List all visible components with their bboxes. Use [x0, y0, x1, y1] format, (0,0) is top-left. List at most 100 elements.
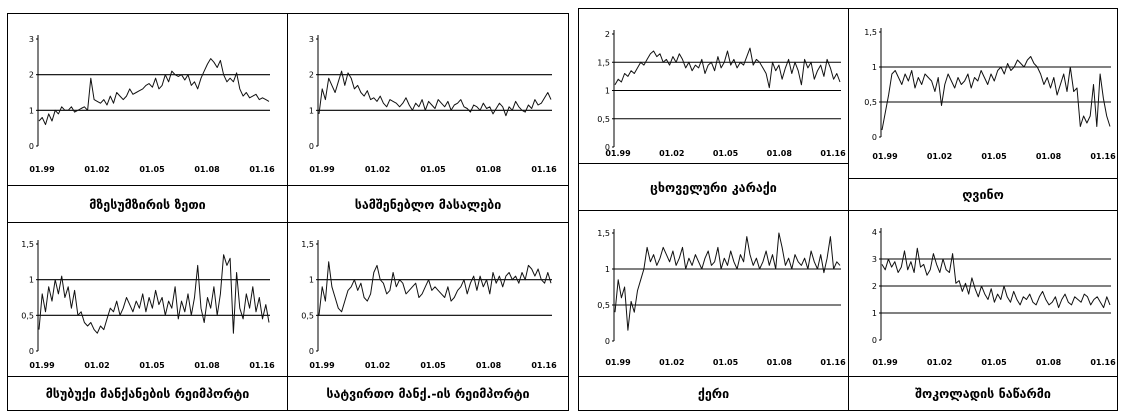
- y-tick-label: 0: [29, 142, 34, 151]
- y-tick-label: 0: [605, 143, 610, 152]
- y-tick-label: 0,5: [597, 301, 610, 310]
- y-tick-label: 1: [605, 265, 610, 274]
- x-tick-label: 01.99: [872, 152, 898, 161]
- y-tick-label: 1,5: [21, 240, 34, 249]
- x-tick-label: 01.16: [1090, 358, 1116, 367]
- chart-cell-5: 0 0,5 1 1,5 01.99 01.02 01.05 01.08 01.16: [848, 8, 1118, 178]
- x-tick-label: 01.16: [249, 361, 275, 370]
- chart-7: 0 1 2 3 4 01.99 01.02 01.05 01.08 01.16: [872, 228, 1116, 367]
- chart-cell-3: 0 0,5 1 1,5 01.99 01.02 01.05 01.08 01.16: [287, 223, 569, 377]
- caption-chocolate-products: შოკოლადის ნაწარმი: [848, 376, 1118, 411]
- x-tick-label: 01.05: [420, 165, 446, 174]
- caption-passenger-car-reimport: მსუბუქი მანქანების რეიმპორტი: [7, 376, 288, 411]
- y-tick-label: 0: [605, 337, 610, 346]
- y-tick-label: 0: [309, 347, 314, 356]
- series-line: [614, 232, 841, 331]
- x-tick-label: 01.08: [194, 361, 220, 370]
- chart-2: 0 0,5 1 1,5 01.99 01.02 01.05 01.08 01.16: [21, 240, 275, 370]
- x-tick-label: 01.02: [84, 165, 109, 174]
- x-tick-label: 01.16: [531, 361, 557, 370]
- y-tick-label: 3: [29, 35, 34, 44]
- x-tick-label: 01.05: [981, 152, 1007, 161]
- chart-3: 0 0,5 1 1,5 01.99 01.02 01.05 01.08 01.16: [301, 240, 557, 370]
- series-line: [881, 56, 1111, 131]
- x-tick-label: 01.99: [29, 165, 55, 174]
- y-tick-label: 0: [29, 347, 34, 356]
- series-line: [318, 70, 552, 117]
- x-tick-label: 01.99: [605, 358, 631, 367]
- y-tick-label: 0,5: [21, 311, 34, 320]
- y-tick-label: 0,5: [864, 98, 877, 107]
- x-tick-label: 01.16: [820, 358, 846, 367]
- x-tick-label: 01.02: [84, 361, 109, 370]
- x-tick-label: 01.99: [29, 361, 55, 370]
- x-tick-label: 01.05: [139, 165, 165, 174]
- y-tick-label: 3: [872, 255, 877, 264]
- y-tick-label: 1,5: [864, 28, 877, 37]
- y-tick-label: 2: [309, 71, 314, 80]
- x-tick-label: 01.02: [659, 149, 684, 158]
- chart-5: 0 0,5 1 1,5 01.99 01.02 01.05 01.08 01.16: [864, 28, 1116, 161]
- y-tick-label: 3: [309, 35, 314, 44]
- y-tick-label: 1,5: [597, 58, 610, 67]
- left-panel: 0 1 2 3 01.99 01.02 01.05 01.08 01.16 0 1 2 3 01.99 0…: [7, 13, 569, 411]
- caption-butter: ცხოველური კარაქი: [578, 163, 849, 211]
- x-tick-label: 01.08: [476, 165, 502, 174]
- x-tick-label: 01.08: [476, 361, 502, 370]
- y-tick-label: 1: [605, 87, 610, 96]
- y-tick-label: 2: [872, 282, 877, 291]
- y-tick-label: 4: [872, 228, 877, 237]
- x-tick-label: 01.02: [365, 361, 390, 370]
- chart-6: 0 0,5 1 1,5 01.99 01.02 01.05 01.08 01.16: [597, 229, 846, 367]
- x-tick-label: 01.99: [872, 358, 898, 367]
- x-tick-label: 01.05: [713, 358, 739, 367]
- y-tick-label: 2: [605, 30, 610, 39]
- chart-cell-6: 0 0,5 1 1,5 01.99 01.02 01.05 01.08 01.16: [578, 211, 848, 377]
- x-tick-label: 01.99: [309, 361, 335, 370]
- x-tick-label: 01.02: [927, 152, 952, 161]
- y-tick-label: 1,5: [597, 229, 610, 238]
- chart-cell-7: 0 1 2 3 4 01.99 01.02 01.05 01.08 01.16: [848, 211, 1118, 377]
- caption-wine: ღვინო: [848, 178, 1118, 211]
- chart-4: 0 0,5 1 1,5 2 01.99 01.02 01.05 01.08 01.16: [597, 30, 846, 158]
- x-tick-label: 01.16: [1090, 152, 1116, 161]
- chart-cell-0: 0 1 2 3 01.99 01.02 01.05 01.08 01.16: [7, 13, 287, 185]
- x-tick-label: 01.02: [659, 358, 684, 367]
- x-tick-label: 01.02: [365, 165, 390, 174]
- series-line: [318, 261, 552, 316]
- x-tick-label: 01.05: [713, 149, 739, 158]
- x-tick-label: 01.16: [531, 165, 557, 174]
- x-tick-label: 01.08: [194, 165, 220, 174]
- y-tick-label: 0,5: [597, 115, 610, 124]
- x-tick-label: 01.99: [605, 149, 631, 158]
- x-tick-label: 01.99: [309, 165, 335, 174]
- x-tick-label: 01.08: [1036, 152, 1062, 161]
- series-line: [38, 58, 270, 126]
- x-tick-label: 01.08: [767, 358, 793, 367]
- x-tick-label: 01.05: [139, 361, 165, 370]
- y-tick-label: 0: [872, 336, 877, 345]
- y-tick-label: 1: [309, 276, 314, 285]
- y-tick-label: 0,5: [301, 311, 314, 320]
- chart-1: 0 1 2 3 01.99 01.02 01.05 01.08 01.16: [309, 35, 557, 174]
- y-tick-label: 0: [309, 142, 314, 151]
- y-tick-label: 1: [29, 276, 34, 285]
- chart-0: 0 1 2 3 01.99 01.02 01.05 01.08 01.16: [29, 35, 275, 174]
- caption-truck-reimport: სატვირთო მანქ.-ის რეიმპორტი: [287, 376, 569, 411]
- y-tick-label: 1: [309, 106, 314, 115]
- y-tick-label: 1: [29, 106, 34, 115]
- caption-barley: ქერი: [578, 376, 849, 411]
- caption-sunflower-oil: მზესუმზირის ზეთი: [7, 185, 288, 223]
- x-tick-label: 01.05: [420, 361, 446, 370]
- x-tick-label: 01.05: [981, 358, 1007, 367]
- y-tick-label: 1: [872, 309, 877, 318]
- series-line: [614, 47, 841, 89]
- x-tick-label: 01.16: [249, 165, 275, 174]
- x-tick-label: 01.16: [820, 149, 846, 158]
- caption-construction-materials: სამშენებლო მასალები: [287, 185, 569, 223]
- x-tick-label: 01.08: [767, 149, 793, 158]
- y-tick-label: 2: [29, 71, 34, 80]
- y-tick-label: 1,5: [301, 240, 314, 249]
- chart-cell-2: 0 0,5 1 1,5 01.99 01.02 01.05 01.08 01.16: [7, 223, 287, 377]
- chart-cell-1: 0 1 2 3 01.99 01.02 01.05 01.08 01.16: [287, 13, 569, 185]
